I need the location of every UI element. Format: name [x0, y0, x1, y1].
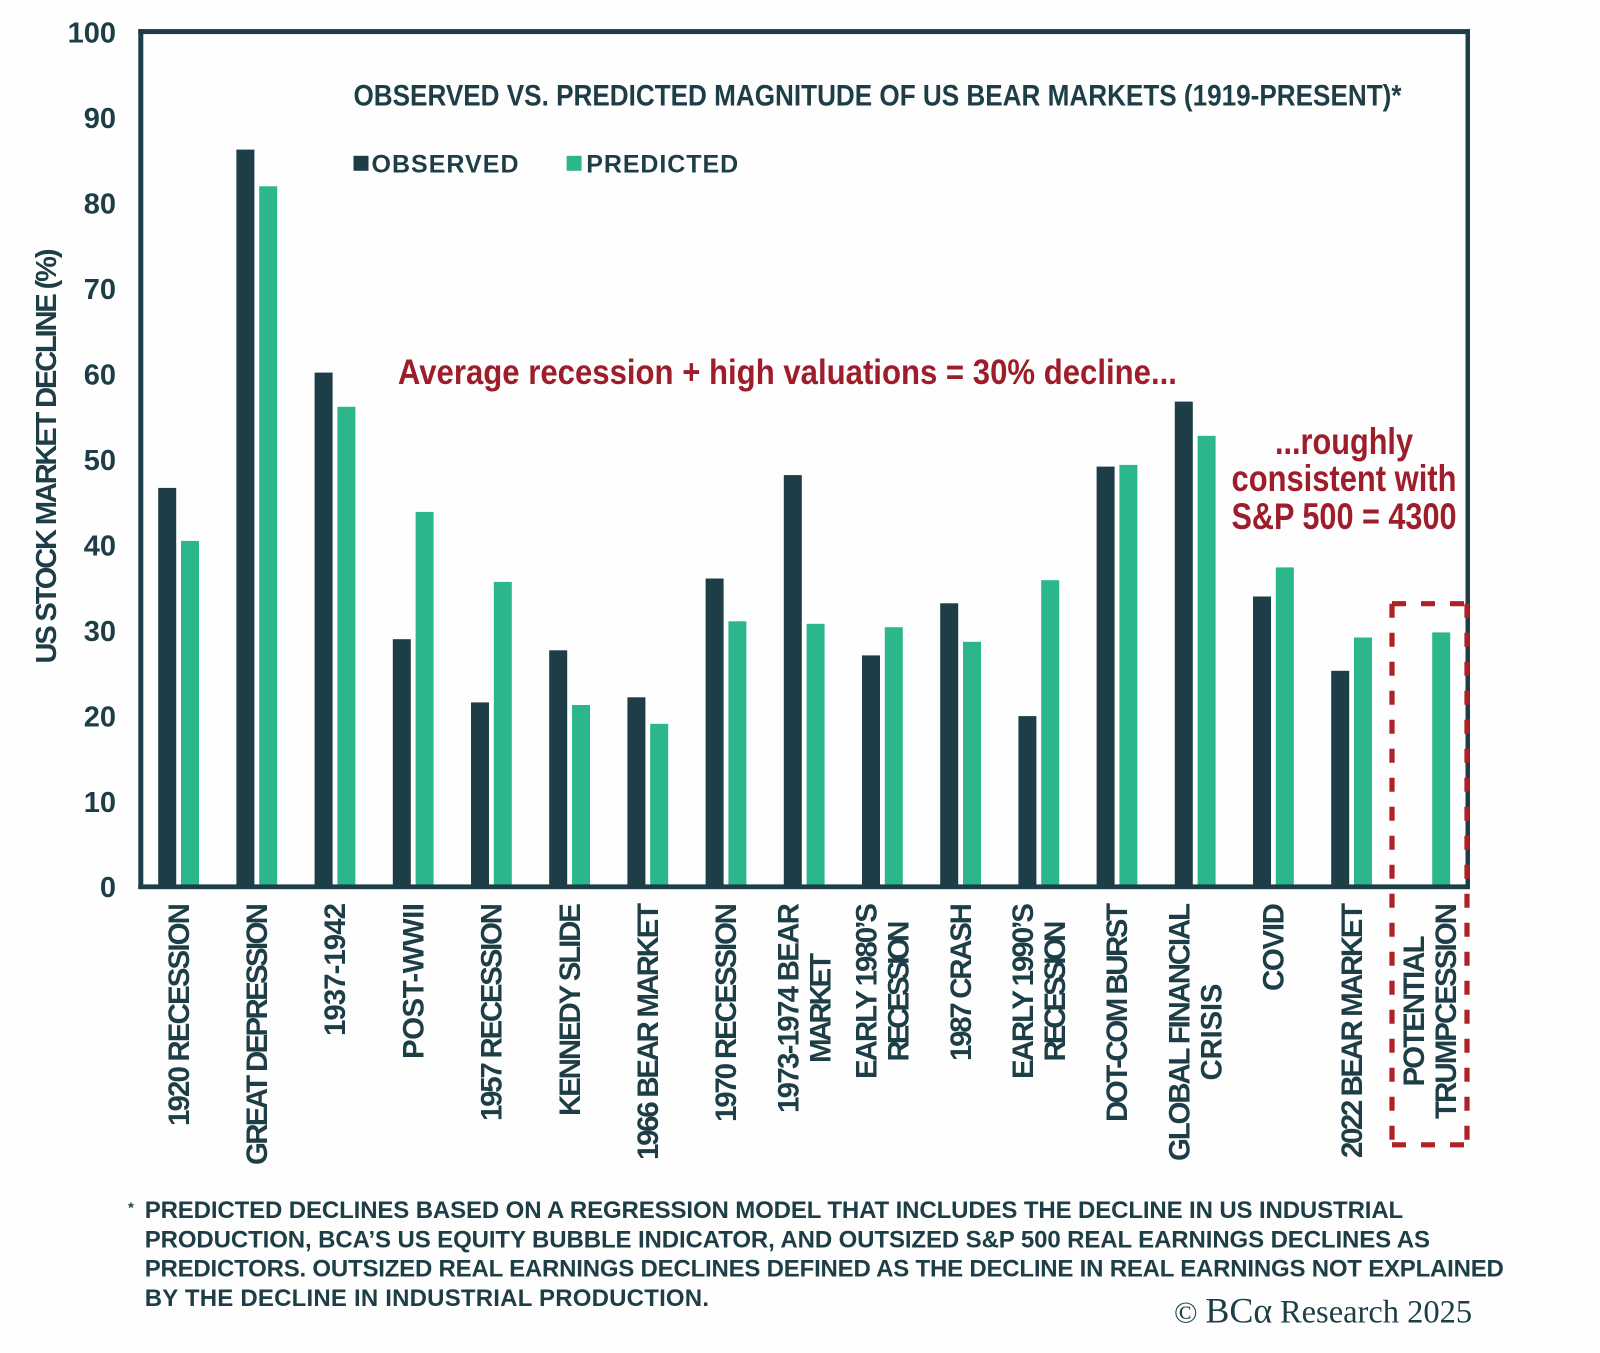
svg-text:90: 90	[84, 103, 116, 135]
svg-text:© BCα Research 2025: © BCα Research 2025	[1174, 1291, 1472, 1331]
svg-text:BY THE DECLINE IN INDUSTRIAL P: BY THE DECLINE IN INDUSTRIAL PRODUCTION.	[145, 1285, 709, 1312]
svg-text:COVID: COVID	[1258, 903, 1291, 991]
svg-text:POTENTIAL: POTENTIAL	[1398, 936, 1431, 1087]
svg-text:1987 CRASH: 1987 CRASH	[945, 903, 978, 1061]
svg-text:TRUMPCESSION: TRUMPCESSION	[1430, 903, 1463, 1119]
svg-text:1920 RECESSION: 1920 RECESSION	[163, 903, 196, 1126]
svg-text:EARLY 1980’S: EARLY 1980’S	[851, 903, 884, 1079]
svg-text:80: 80	[84, 189, 116, 221]
svg-text:consistent with: consistent with	[1232, 458, 1457, 499]
svg-text:PREDICTED DECLINES BASED ON A: PREDICTED DECLINES BASED ON A REGRESSION…	[145, 1197, 1404, 1224]
svg-text:Average recession + high valua: Average recession + high valuations = 30…	[398, 353, 1177, 392]
svg-text:70: 70	[84, 274, 116, 306]
svg-text:KENNEDY SLIDE: KENNEDY SLIDE	[554, 903, 587, 1116]
svg-text:1957 RECESSION: 1957 RECESSION	[476, 903, 509, 1121]
svg-text:RECESSION: RECESSION	[883, 921, 916, 1062]
svg-text:*: *	[128, 1200, 134, 1217]
svg-text:DOT-COM BURST: DOT-COM BURST	[1101, 903, 1134, 1122]
svg-text:GREAT DEPRESSION: GREAT DEPRESSION	[241, 903, 274, 1165]
svg-text:1966 BEAR MARKET: 1966 BEAR MARKET	[632, 903, 665, 1160]
svg-text:US STOCK MARKET DECLINE (%): US STOCK MARKET DECLINE (%)	[31, 249, 63, 664]
svg-text:60: 60	[84, 360, 116, 392]
svg-text:0: 0	[100, 872, 116, 904]
svg-text:PREDICTORS. OUTSIZED REAL EARN: PREDICTORS. OUTSIZED REAL EARNINGS DECLI…	[145, 1256, 1504, 1283]
svg-text:10: 10	[84, 787, 116, 819]
svg-text:PRODUCTION, BCA’S US EQUITY BU: PRODUCTION, BCA’S US EQUITY BUBBLE INDIC…	[145, 1226, 1430, 1253]
svg-text:POST-WWII: POST-WWII	[397, 903, 430, 1059]
svg-text:PREDICTED: PREDICTED	[586, 150, 738, 178]
svg-text:2022 BEAR MARKET: 2022 BEAR MARKET	[1336, 903, 1369, 1158]
svg-text:S&P 500 = 4300: S&P 500 = 4300	[1232, 496, 1457, 537]
svg-text:100: 100	[68, 18, 116, 50]
svg-text:1937-1942: 1937-1942	[319, 903, 352, 1036]
svg-text:CRISIS: CRISIS	[1195, 984, 1228, 1081]
svg-text:RECESSION: RECESSION	[1039, 921, 1072, 1062]
svg-text:OBSERVED VS. PREDICTED MAGNITU: OBSERVED VS. PREDICTED MAGNITUDE OF US B…	[354, 80, 1402, 113]
svg-text:20: 20	[84, 701, 116, 733]
svg-text:MARKET: MARKET	[804, 953, 837, 1063]
svg-text:50: 50	[84, 445, 116, 477]
svg-text:EARLY 1990’S: EARLY 1990’S	[1007, 903, 1040, 1079]
svg-text:GLOBAL FINANCIAL: GLOBAL FINANCIAL	[1163, 903, 1196, 1161]
svg-text:...roughly: ...roughly	[1275, 421, 1413, 462]
svg-text:1970 RECESSION: 1970 RECESSION	[710, 903, 743, 1122]
svg-text:1973-1974 BEAR: 1973-1974 BEAR	[772, 903, 805, 1113]
svg-text:30: 30	[84, 616, 116, 648]
svg-text:40: 40	[84, 530, 116, 562]
svg-text:OBSERVED: OBSERVED	[372, 150, 519, 178]
